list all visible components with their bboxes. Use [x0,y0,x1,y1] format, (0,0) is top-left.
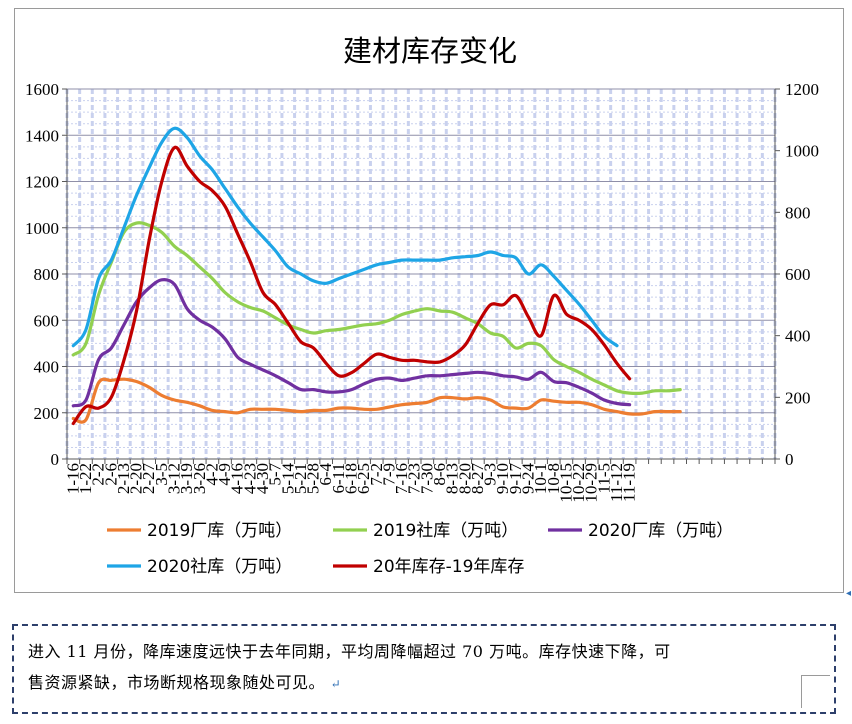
x-tick-label: 6-18 [341,463,360,494]
x-tick-label: 9-10 [493,463,512,494]
y-left-tick-label: 200 [34,404,60,423]
x-tick-label: 3-12 [164,463,183,494]
axis-layer: 0 200 400 600 800 1000 1200 1400 1600 0 200 400 600 8… [25,80,819,503]
x-tick-label: 8-13 [443,463,462,494]
x-tick-label: 9-3 [481,463,500,486]
x-tick-label: 2-20 [127,463,146,494]
y-left-tick-label: 600 [34,311,60,330]
legend-label-4: 2020社库（万吨） [147,557,292,577]
y-left-tick-label: 1400 [25,126,59,145]
x-tick-label: 4-16 [228,463,247,494]
series-line-4 [71,126,619,348]
x-tick-label: 6-4 [316,463,335,486]
x-tick-label: 3-19 [177,463,196,494]
y-left-tick-label: 800 [34,265,60,284]
corner-mark [801,675,830,708]
x-tick-label: 5-28 [304,463,323,494]
x-tick-label: 1-16 [63,463,82,494]
note-line-2: 售资源紧缺，市场断规格现象随处可见。 ↵ [28,667,820,700]
x-tick-label: 2-6 [101,463,120,486]
x-tick-label: 10-29 [582,463,601,503]
x-tick-label: 2-2 [89,463,108,486]
y-right-tick-label: 0 [785,450,794,469]
y-left-tick-label: 1200 [25,173,59,192]
edge-mark: ◂ [846,588,852,599]
x-tick-label: 9-24 [518,463,537,495]
series-line-1 [71,377,682,424]
note-box: 进入 11 月份，降库速度远快于去年同期，平均周降幅超过 70 万吨。库存快速下… [12,624,836,714]
x-tick-label: 6-25 [354,463,373,494]
x-tick-label: 10-1 [531,463,550,494]
x-tick-label: 4-9 [215,463,234,486]
x-tick-label: 10-15 [556,463,575,503]
legend: 2019厂库（万吨） 2019社库（万吨） 2020厂库（万吨） 2020社库（万吨）… [107,521,733,577]
x-tick-label: 7-23 [405,463,424,494]
y-left-tick-label: 400 [34,358,60,377]
x-tick-label: 3-5 [152,463,171,486]
x-tick-label: 5-14 [278,463,297,495]
legend-label-1: 2019厂库（万吨） [147,521,292,541]
series-line-2 [71,221,682,395]
x-tick-label: 11-12 [607,463,626,502]
x-tick-label: 2-27 [139,463,158,495]
x-tick-label: 4-30 [253,463,272,494]
y-right-tick-label: 1200 [785,80,819,99]
note-line-2-text: 售资源紧缺，市场断规格现象随处可见。 [28,673,326,692]
x-tick-label: 4-2 [202,463,221,486]
note-line-1: 进入 11 月份，降库速度远快于去年同期，平均周降幅超过 70 万吨。库存快速下… [28,642,671,661]
x-tick-label: 2-13 [114,463,133,494]
series-line-3 [71,277,632,408]
x-tick-label: 4-23 [240,463,259,494]
x-tick-label: 7-2 [367,463,386,486]
x-tick-label: 7-30 [417,463,436,494]
legend-label-5: 20年库存-19年库存 [373,557,524,577]
x-tick-label: 7-16 [392,463,411,494]
x-tick-label: 7-9 [379,463,398,486]
x-tick-label: 6-11 [329,463,348,494]
y-right-tick-label: 600 [785,265,811,284]
note-text: 进入 11 月份，降库速度远快于去年同期，平均周降幅超过 70 万吨。库存快速下… [28,636,820,700]
legend-label-3: 2020厂库（万吨） [588,521,733,541]
x-tick-label: 10-22 [569,463,588,503]
x-tick-label: 11-19 [620,463,639,502]
chart-svg: 建材库存变化 0 200 400 600 800 1000 1200 1400 1600 0 200… [25,34,819,577]
paragraph-mark-icon: ↵ [330,677,342,691]
y-right-tick-label: 1000 [785,142,819,161]
x-tick-label: 8-6 [430,463,449,486]
series-line-5 [71,145,632,426]
y-left-tick-label: 0 [51,450,60,469]
series-layer [71,126,682,426]
y-left-tick-label: 1000 [25,219,59,238]
x-tick-label: 5-7 [266,463,285,486]
x-tick-label: 1-22 [76,463,95,494]
x-tick-label: 8-20 [455,463,474,494]
y-right-tick-label: 400 [785,327,811,346]
y-right-tick-label: 800 [785,203,811,222]
chart-frame: 建材库存变化 0 200 400 600 800 1000 1200 1400 1600 0 200… [14,8,844,593]
x-tick-label: 9-17 [506,463,525,495]
chart-title: 建材库存变化 [343,34,517,68]
x-tick-label: 5-21 [291,463,310,494]
y-right-tick-label: 200 [785,388,811,407]
x-tick-label: 10-8 [544,463,563,494]
x-tick-label: 8-27 [468,463,487,495]
legend-label-2: 2019社库（万吨） [373,521,518,541]
x-tick-label: 3-26 [190,463,209,494]
y-left-tick-label: 1600 [25,80,59,99]
x-tick-label: 11-5 [594,463,613,494]
